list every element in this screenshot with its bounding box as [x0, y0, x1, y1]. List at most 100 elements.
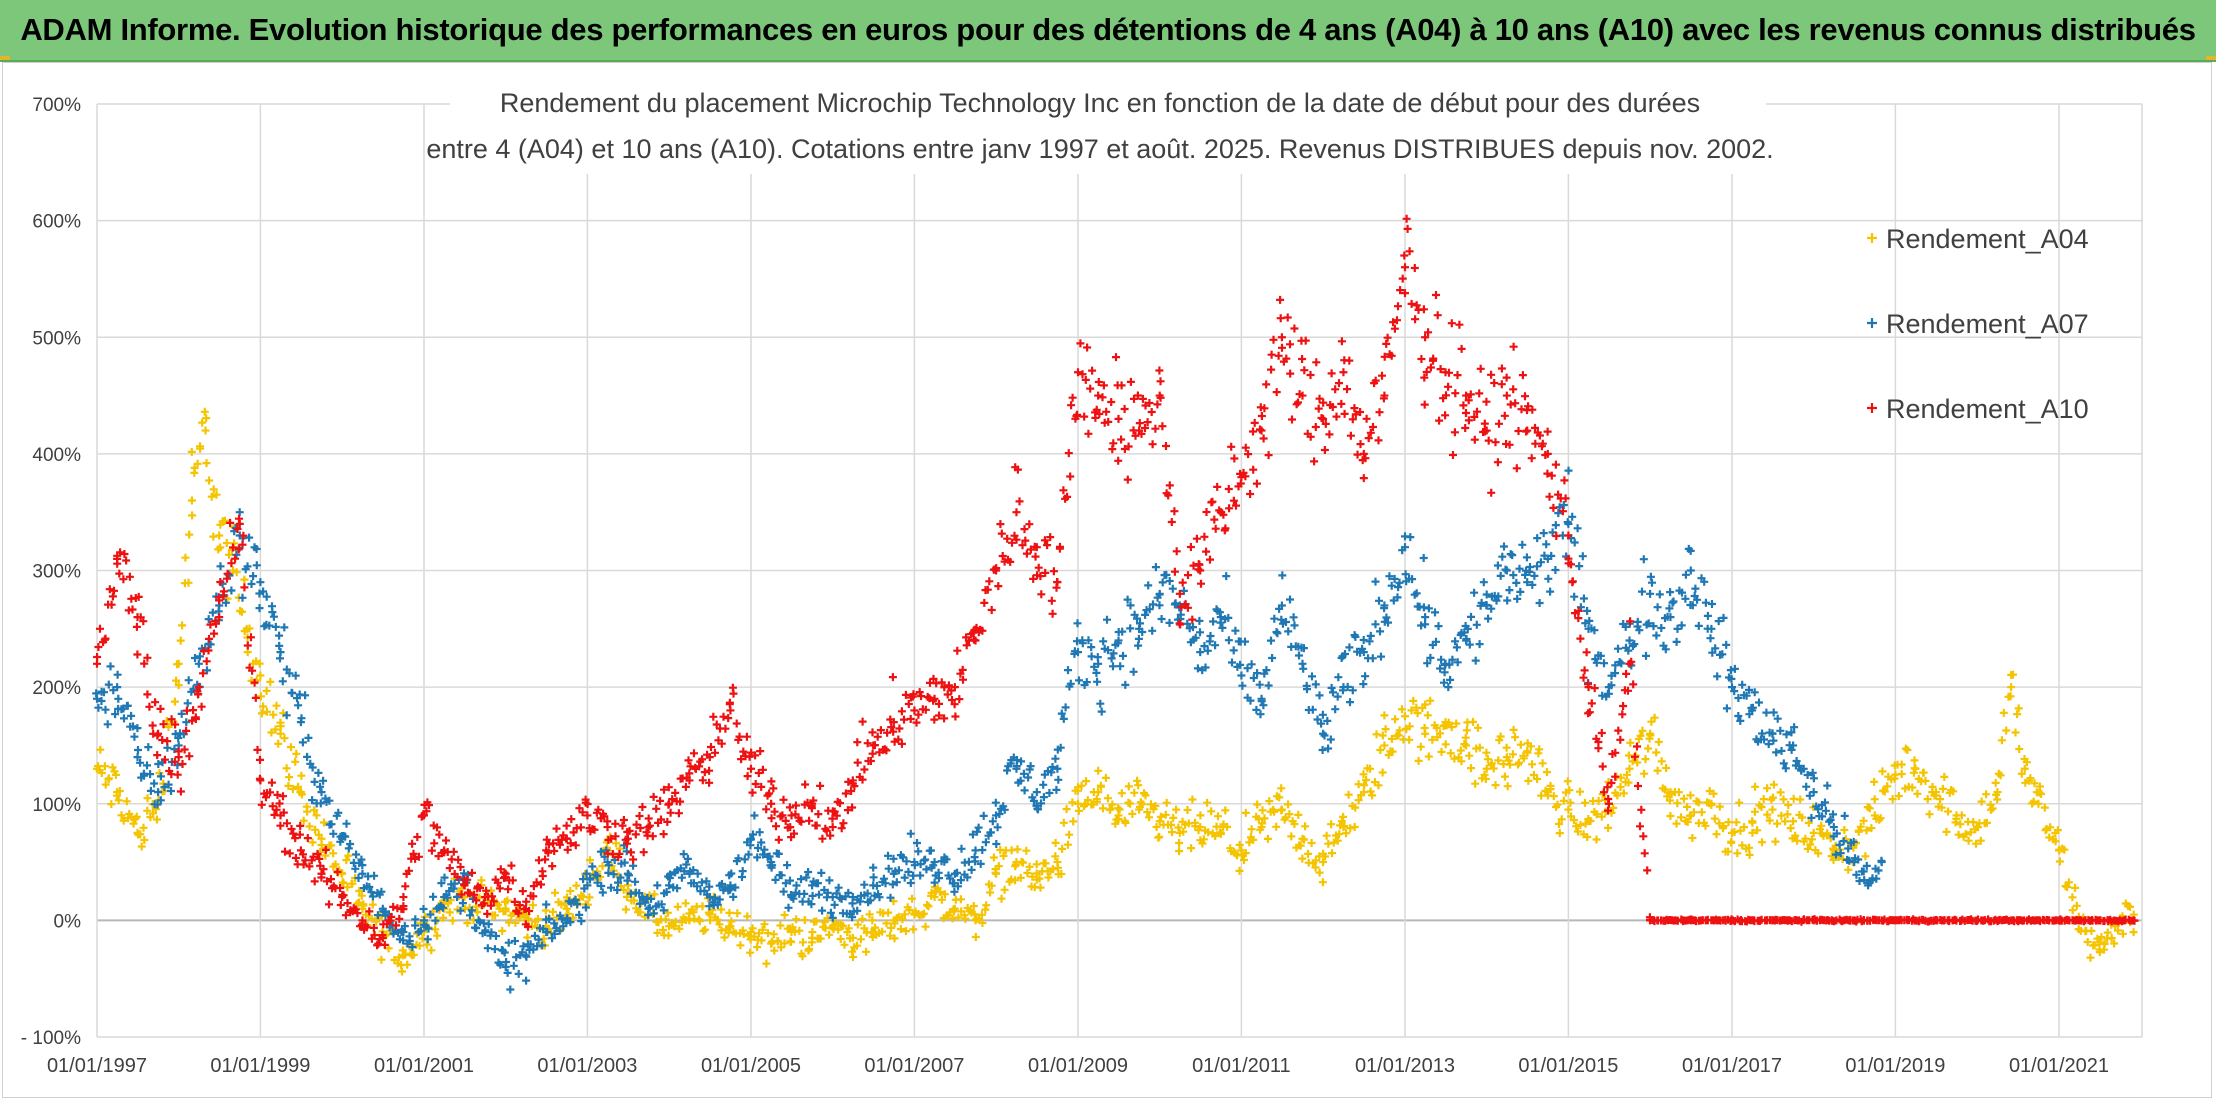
data-point-a07: [256, 578, 265, 587]
series-a04: [93, 407, 2138, 976]
report-title: ADAM Informe. Evolution historique des p…: [20, 12, 2196, 47]
data-point-a07: [808, 881, 817, 890]
y-tick-label: - 100%: [21, 1028, 81, 1049]
data-point-a10: [1114, 414, 1123, 423]
data-point-a07: [1625, 636, 1634, 645]
data-point-a10: [1339, 368, 1348, 377]
data-point-a04: [1319, 858, 1328, 867]
data-point-a10: [1012, 508, 1021, 517]
data-point-a10: [583, 811, 592, 820]
y-tick-label: 0%: [54, 911, 82, 932]
data-point-a07: [665, 881, 674, 890]
data-point-a07: [133, 753, 142, 762]
data-point-a10: [93, 659, 101, 668]
title-backdrop: [450, 84, 1766, 174]
data-point-a10: [1421, 333, 1430, 342]
y-tick-label: 200%: [32, 678, 81, 699]
series-a10: [93, 214, 2139, 950]
data-point-a04: [1380, 741, 1389, 750]
y-tick-label: 300%: [32, 562, 81, 583]
x-tick-label: 01/01/2011: [1192, 1055, 1291, 1077]
data-point-a07: [1646, 589, 1655, 598]
data-point-a04: [2007, 683, 2016, 692]
x-tick-label: 01/01/2019: [1845, 1055, 1945, 1077]
chart-title-line-1: Rendement du placement Microchip Technol…: [499, 88, 1701, 118]
data-point-a10: [1462, 391, 1471, 400]
data-point-a10: [1564, 531, 1573, 540]
x-tick-label: 01/01/1997: [47, 1055, 147, 1077]
data-point-a04: [1789, 817, 1798, 826]
series-a07: [92, 466, 1886, 994]
data-point-a10: [399, 893, 408, 902]
data-point-a10: [215, 613, 224, 622]
y-tick-label: 500%: [32, 328, 81, 349]
data-point-a07: [623, 869, 632, 878]
x-tick-label: 01/01/2009: [1028, 1055, 1128, 1077]
data-point-a04: [2020, 764, 2029, 773]
x-tick-label: 01/01/2013: [1355, 1055, 1455, 1077]
y-tick-label: 100%: [32, 795, 81, 816]
data-point-a07: [971, 846, 980, 855]
data-point-a10: [787, 811, 796, 820]
data-point-a10: [1094, 391, 1103, 400]
data-point-a04: [1482, 764, 1491, 773]
x-tick-label: 01/01/2001: [374, 1055, 474, 1077]
y-tick-label: 400%: [32, 445, 81, 466]
data-point-a07: [317, 788, 326, 797]
data-point-a10: [644, 823, 653, 832]
data-point-a07: [1053, 764, 1062, 773]
data-point-a04: [1625, 764, 1634, 773]
data-point-a07: [1237, 671, 1246, 680]
x-tick-label: 01/01/2017: [1682, 1055, 1782, 1077]
data-point-a04: [1809, 828, 1818, 837]
data-point-a07: [1196, 648, 1205, 657]
data-point-a10: [1074, 368, 1082, 377]
data-point-a04: [256, 671, 265, 680]
report-banner: ADAM Informe. Evolution historique des p…: [0, 0, 2216, 62]
legend-marker-a04: [1867, 233, 1877, 243]
x-tick-label: 01/01/2007: [864, 1055, 964, 1077]
data-point-a04: [1074, 799, 1082, 808]
data-point-a04: [562, 904, 571, 913]
legend-marker-a10: [1867, 403, 1877, 413]
data-point-a10: [767, 799, 776, 808]
marker-cloud-a07: [92, 466, 1886, 994]
legend-label-a04: Rendement_A04: [1886, 224, 2089, 254]
data-point-a04: [201, 426, 210, 435]
legend-label-a10: Rendement_A10: [1886, 394, 2089, 424]
data-point-a07: [1032, 788, 1041, 797]
x-tick-label: 01/01/2021: [2009, 1055, 2109, 1077]
data-point-a07: [1686, 566, 1695, 575]
marker-cloud-a10: [93, 214, 2139, 950]
marker-cloud-a04: [94, 407, 2138, 976]
legend-marker-a07: [1867, 318, 1877, 328]
data-point-a10: [1277, 333, 1286, 342]
x-tick-label: 01/01/2003: [537, 1055, 637, 1077]
data-point-a04: [1401, 712, 1409, 721]
banner-corner-left: [0, 56, 10, 60]
data-point-a04: [1564, 805, 1573, 814]
x-tick-label: 01/01/1999: [210, 1055, 310, 1077]
chart-frame: [2, 62, 2212, 1098]
data-point-a07: [358, 869, 367, 878]
data-point-a04: [187, 496, 196, 505]
chart-title-line-2: entre 4 (A04) et 10 ans (A10). Cotations…: [426, 134, 1774, 164]
y-tick-label: 600%: [32, 212, 81, 233]
banner-corner-right: [2206, 56, 2216, 60]
data-point-a10: [194, 683, 203, 692]
data-point-a10: [747, 764, 755, 773]
data-point-a07: [154, 788, 163, 797]
data-point-a04: [1768, 805, 1777, 814]
x-tick-label: 01/01/2015: [1518, 1055, 1618, 1077]
x-tick-label: 01/01/2005: [701, 1055, 801, 1077]
data-point-a07: [1523, 578, 1532, 587]
data-point-a07: [1829, 823, 1838, 832]
data-point-a07: [194, 659, 203, 668]
data-point-a10: [1502, 391, 1511, 400]
y-tick-label: 700%: [32, 95, 81, 116]
legend-label-a07: Rendement_A07: [1886, 309, 2089, 339]
data-point-a10: [1175, 589, 1184, 598]
data-point-a07: [1421, 613, 1430, 622]
data-point-a10: [1401, 263, 1409, 272]
